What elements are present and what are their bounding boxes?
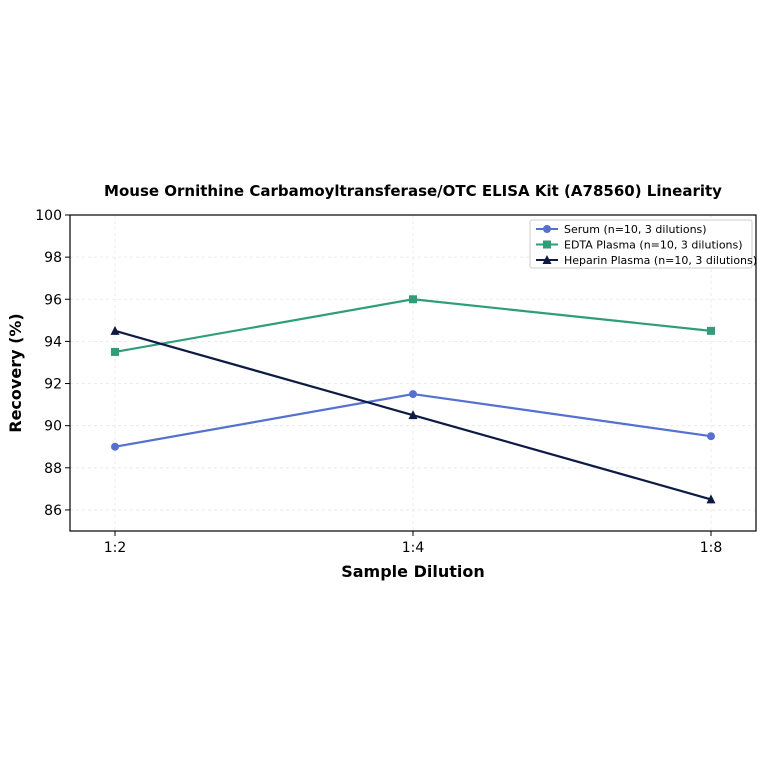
y-tick-label: 96 [44,292,62,308]
tick-layer: 86 88 90 92 94 96 98 100 1:2 1:4 1:8 [35,208,722,556]
legend-entry: EDTA Plasma (n=10, 3 dilutions) [536,239,743,252]
legend-entry: Heparin Plasma (n=10, 3 dilutions) [536,254,757,267]
x-tick-label: 1:2 [104,540,127,556]
data-point [409,295,417,304]
data-point [409,390,417,399]
x-tick-label: 1:4 [402,540,425,556]
data-point [110,325,120,335]
data-point [111,347,119,356]
series-1 [111,390,715,451]
data-point [706,494,716,504]
y-tick-label: 92 [44,377,62,393]
legend-label: Serum (n=10, 3 dilutions) [564,223,707,236]
legend-entry: Serum (n=10, 3 dilutions) [536,223,707,236]
y-tick-label: 94 [44,334,62,350]
x-tick-label: 1:8 [700,540,723,556]
chart-title: Mouse Ornithine Carbamoyltransferase/OTC… [104,182,722,200]
y-tick-label: 90 [44,419,62,435]
series-layer [110,295,716,504]
data-point [707,326,715,335]
series-2 [111,295,715,356]
legend-label: EDTA Plasma (n=10, 3 dilutions) [564,239,743,252]
legend-label: Heparin Plasma (n=10, 3 dilutions) [564,254,757,267]
legend-marker [543,225,551,233]
legend-marker [542,255,552,264]
legend-box [529,219,753,269]
series-3 [110,325,716,504]
x-axis-label: Sample Dilution [341,562,485,581]
data-point [408,410,418,420]
data-point [111,442,119,451]
y-axis-label: Recovery (%) [6,313,25,432]
data-point [707,432,715,441]
y-tick-label: 100 [35,208,62,224]
legend-marker [543,240,551,249]
y-tick-label: 98 [44,250,62,266]
y-tick-label: 88 [44,461,62,477]
y-tick-label: 86 [44,503,62,519]
legend: Serum (n=10, 3 dilutions) EDTA Plasma (n=… [529,219,757,269]
